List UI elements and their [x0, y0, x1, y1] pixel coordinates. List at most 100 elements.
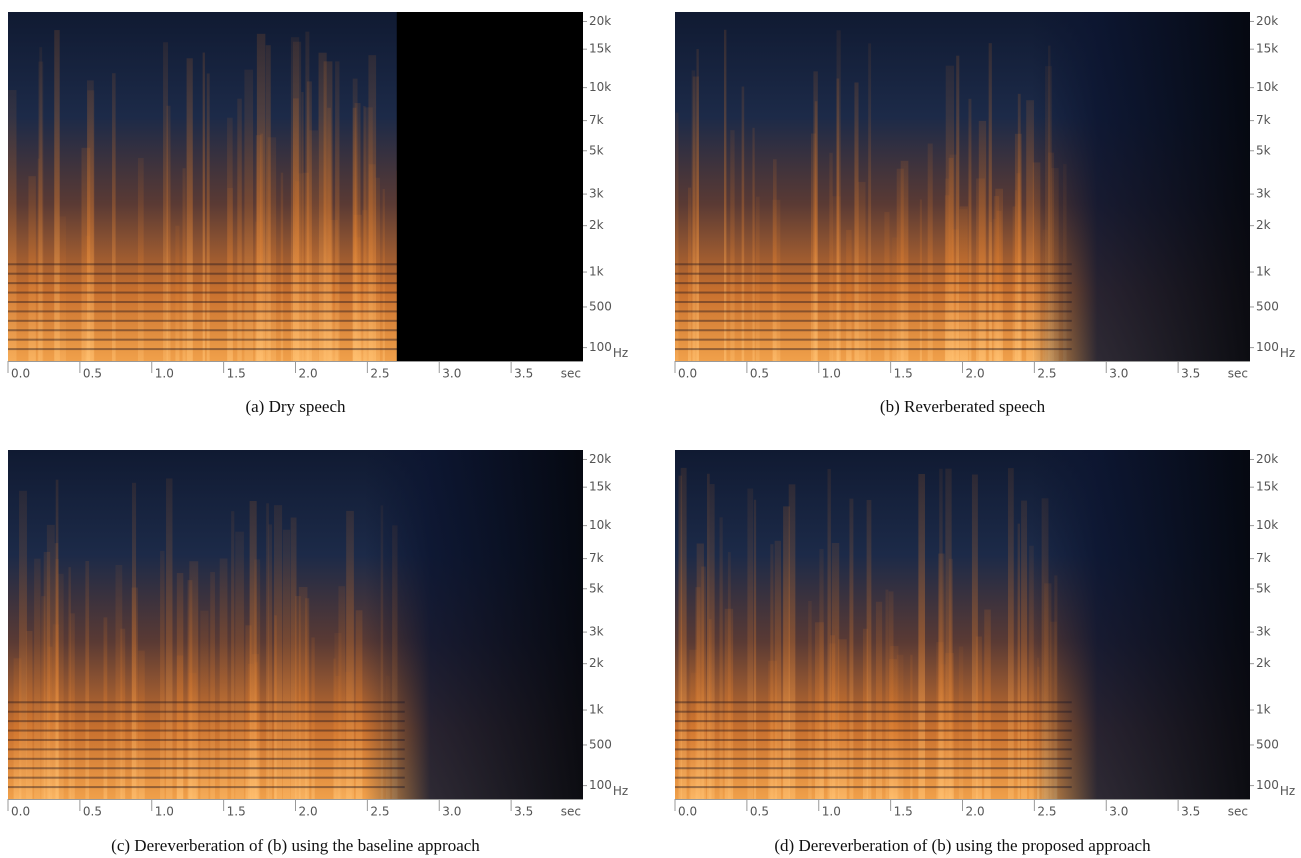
spectrogram-streak [255, 221, 264, 361]
harmonic-band [675, 300, 1072, 303]
y-unit: Hz [613, 784, 628, 798]
spectrogram-streak [1014, 133, 1022, 361]
harmonic-band [8, 329, 405, 332]
spectrogram-streak [335, 675, 340, 799]
x-tick-label: 1.0 [155, 367, 174, 381]
spectrogram-streak [186, 58, 193, 361]
spectrogram-streak [862, 628, 869, 799]
x-tick-label: 2.0 [966, 367, 985, 381]
spectrogram-streak [345, 671, 352, 799]
spectrogram-streak [267, 137, 277, 361]
spectrogram-streak [54, 30, 60, 361]
spectrogram-streak [39, 47, 43, 361]
harmonic-band [8, 786, 405, 789]
y-tick-label: 3k [1256, 625, 1271, 639]
x-tick-label: 3.0 [442, 805, 461, 819]
spectrogram-streak [975, 636, 982, 799]
y-unit: Hz [1280, 784, 1295, 798]
x-tick-label: 1.0 [822, 805, 841, 819]
harmonic-band [675, 738, 1072, 741]
spectrogram-streak [885, 589, 889, 799]
spectrogram-streak [724, 29, 727, 361]
y-tick-label: 2k [589, 218, 604, 232]
spectrogram-streak [701, 566, 706, 799]
spectrogram-image [8, 12, 583, 361]
spectrogram-streak [68, 567, 71, 799]
silence [396, 12, 583, 361]
y-tick-label: 15k [589, 480, 611, 494]
spectrogram-streak [948, 157, 954, 361]
spectrogram-image [8, 450, 583, 799]
spectrogram-streak [362, 210, 368, 361]
y-tick-label: 20k [589, 14, 611, 28]
spectrogram-streak [772, 199, 781, 361]
x-tick-label: 0.0 [11, 367, 30, 381]
spectrogram-streak [200, 610, 209, 799]
harmonic-band [675, 272, 1072, 275]
x-tick-label: 3.0 [442, 367, 461, 381]
x-tick-label: 1.5 [227, 805, 246, 819]
y-tick-label: 10k [1256, 518, 1278, 532]
x-tick-label: 2.5 [1037, 805, 1056, 819]
spectrogram-streak [298, 587, 308, 799]
spectrogram-streak [945, 178, 950, 361]
x-tick-label: 1.5 [227, 367, 246, 381]
spectrogram-streak [938, 553, 945, 799]
harmonic-band [8, 282, 405, 285]
spectrogram-streak [70, 613, 75, 799]
spectrogram-streak [849, 498, 854, 799]
spectrogram-streak [202, 52, 205, 361]
spectrogram-streak [260, 133, 264, 361]
y-unit: Hz [613, 346, 628, 360]
spectrogram-streak [829, 152, 833, 361]
spectrogram-streak [808, 600, 812, 799]
spectrogram-streak [854, 82, 859, 361]
harmonic-band [675, 291, 1072, 294]
x-tick-label: 3.5 [1181, 805, 1200, 819]
harmonic-band [675, 319, 1072, 322]
spectrogram-streak [375, 177, 380, 361]
spectrogram-streak [752, 127, 755, 361]
spectrogram-streak [274, 505, 283, 799]
caption: (d) Dereverberation of (b) using the pro… [774, 836, 1151, 855]
spectrogram-streak [13, 658, 22, 799]
spectrogram-streak [692, 76, 700, 361]
spectrogram-streak [160, 550, 165, 799]
reverb-tail [1031, 450, 1250, 799]
y-tick-label: 500 [589, 737, 612, 751]
caption: (a) Dry speech [245, 397, 346, 416]
spectrogram-streak [959, 209, 968, 361]
spectrogram-streak [346, 510, 354, 799]
y-tick-label: 100 [589, 340, 612, 354]
spectrogram-streak [958, 646, 964, 799]
x-unit: sec [1228, 805, 1248, 819]
harmonic-band [8, 291, 405, 294]
y-tick-label: 500 [589, 299, 612, 313]
harmonic-band [675, 310, 1072, 313]
spectrogram-streak [675, 112, 679, 361]
spectrogram-streak [741, 86, 745, 361]
reverb-tail [1031, 12, 1250, 361]
spectrogram-streak [318, 52, 327, 361]
spectrogram-streak [120, 628, 126, 799]
spectrogram-streak [231, 511, 235, 799]
spectrogram-streak [868, 43, 872, 361]
harmonic-band [8, 776, 405, 779]
spectrogram-streak [770, 544, 774, 799]
spectrogram-streak [753, 499, 757, 799]
spectrogram-streak [306, 81, 312, 361]
spectrogram-streak [945, 653, 954, 799]
spectrogram-streak [8, 90, 17, 361]
spectrogram-streak [87, 80, 94, 361]
x-tick-label: 1.0 [155, 805, 174, 819]
spectrogram-streak [54, 543, 59, 799]
spectrogram-streak [774, 540, 781, 799]
y-tick-label: 1k [589, 265, 604, 279]
spectrogram-streak [163, 42, 168, 361]
spectrogram-streak [268, 524, 272, 799]
y-tick-label: 20k [1256, 14, 1278, 28]
spectrogram-streak [137, 158, 144, 361]
y-tick-label: 100 [1256, 778, 1279, 792]
spectrogram-streak [237, 98, 242, 361]
